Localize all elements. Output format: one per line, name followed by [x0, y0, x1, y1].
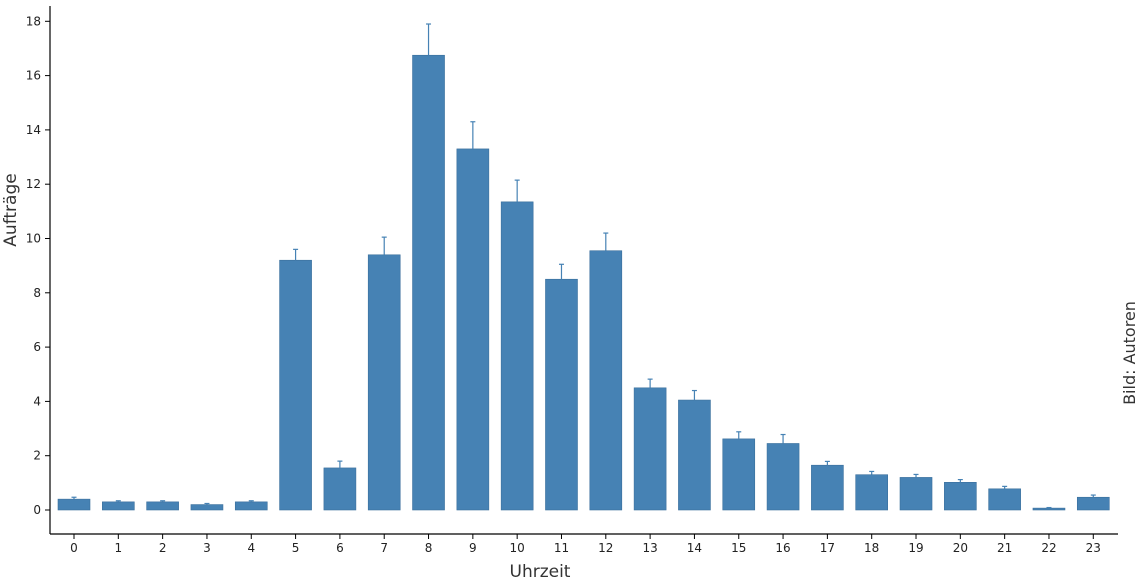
x-tick-label-8: 8: [425, 541, 433, 555]
bar-15: [722, 438, 756, 511]
x-tick-label-20: 20: [953, 541, 968, 555]
y-tick-label-14: 14: [26, 123, 41, 137]
x-tick-label-12: 12: [598, 541, 613, 555]
error-bars-group: [71, 23, 1096, 509]
y-axis-title: Aufträge: [1, 173, 21, 246]
x-tick-label-15: 15: [731, 541, 746, 555]
error-bar-15: [736, 431, 742, 439]
error-bar-20: [957, 478, 963, 483]
error-bar-3: [204, 502, 210, 505]
y-tick-label-6: 6: [33, 340, 41, 354]
error-bar-19: [913, 473, 919, 478]
x-tick-label-14: 14: [687, 541, 702, 555]
bar-23: [1076, 496, 1110, 511]
x-tick-label-5: 5: [292, 541, 300, 555]
bar-10: [500, 201, 534, 511]
x-tick-label-21: 21: [997, 541, 1012, 555]
bar-8: [412, 54, 445, 511]
bar-19: [899, 477, 933, 511]
error-bar-21: [1002, 485, 1008, 489]
y-tick-label-8: 8: [33, 286, 41, 300]
y-tick-label-10: 10: [26, 232, 41, 246]
bars-group: [57, 54, 1110, 511]
error-bar-23: [1090, 494, 1096, 498]
error-bar-0: [71, 496, 77, 500]
error-bar-2: [160, 500, 166, 502]
error-bar-9: [470, 121, 476, 149]
bar-21: [988, 488, 1021, 511]
error-bar-6: [337, 460, 343, 468]
y-tick-label-12: 12: [26, 177, 41, 191]
x-tick-label-10: 10: [510, 541, 525, 555]
y-tick-label-16: 16: [26, 69, 41, 83]
error-bar-7: [381, 236, 387, 255]
x-tick-label-6: 6: [336, 541, 344, 555]
bar-12: [589, 250, 623, 511]
x-tick-label-2: 2: [159, 541, 167, 555]
axes-group: 0 1 2 3 4 5 6 7 8 9 10 11 12 13 14 15 16 17 18 19 20 21 22 2302…: [26, 6, 1118, 555]
bar-7: [367, 254, 401, 511]
x-tick-label-9: 9: [469, 541, 477, 555]
error-bar-12: [603, 232, 609, 251]
x-tick-label-19: 19: [908, 541, 923, 555]
y-tick-label-2: 2: [33, 449, 41, 463]
x-tick-label-22: 22: [1041, 541, 1056, 555]
error-bar-22: [1046, 506, 1052, 509]
x-tick-label-13: 13: [642, 541, 657, 555]
bar-3: [190, 504, 224, 511]
error-bar-11: [558, 263, 564, 280]
x-tick-label-11: 11: [554, 541, 569, 555]
x-tick-label-3: 3: [203, 541, 211, 555]
error-bar-1: [115, 500, 121, 502]
x-tick-label-7: 7: [380, 541, 388, 555]
bar-18: [855, 474, 889, 511]
y-tick-label-4: 4: [33, 394, 41, 408]
error-bar-5: [293, 248, 299, 261]
image-credit: Bild: Autoren: [1120, 301, 1139, 405]
bar-13: [633, 387, 667, 511]
error-bar-18: [869, 470, 875, 475]
bar-9: [456, 148, 490, 511]
bar-17: [811, 464, 844, 511]
bar-4: [234, 501, 268, 511]
error-bar-8: [426, 23, 432, 56]
bar-2: [146, 501, 179, 511]
bar-1: [102, 501, 135, 511]
bar-14: [678, 399, 711, 511]
x-tick-label-0: 0: [70, 541, 78, 555]
y-tick-label-18: 18: [26, 14, 41, 28]
x-tick-label-18: 18: [864, 541, 879, 555]
bar-0: [57, 498, 91, 511]
bar-11: [545, 278, 578, 511]
error-bar-16: [780, 433, 786, 444]
error-bar-14: [691, 389, 697, 401]
x-tick-label-1: 1: [114, 541, 122, 555]
y-tick-label-0: 0: [33, 503, 41, 517]
bar-22: [1032, 507, 1066, 511]
error-bar-17: [824, 460, 830, 466]
x-tick-label-16: 16: [775, 541, 790, 555]
error-bar-10: [514, 179, 520, 202]
bar-6: [323, 467, 357, 511]
x-tick-label-4: 4: [247, 541, 255, 555]
bar-5: [279, 259, 312, 511]
x-tick-label-17: 17: [820, 541, 835, 555]
x-axis-title: Uhrzeit: [510, 562, 571, 582]
error-bar-13: [647, 378, 653, 388]
error-bar-4: [248, 500, 254, 502]
bar-16: [766, 443, 800, 511]
x-tick-label-23: 23: [1086, 541, 1101, 555]
bar-20: [944, 482, 977, 511]
